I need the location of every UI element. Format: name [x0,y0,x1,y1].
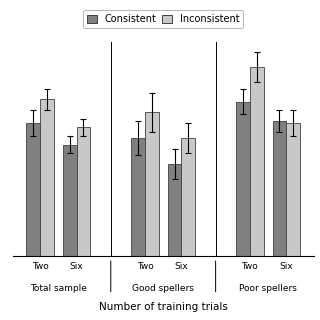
Bar [273,121,286,256]
Bar [236,102,250,256]
Bar [76,127,90,256]
Bar [63,145,76,256]
Bar [27,123,40,256]
Bar [145,112,159,256]
Text: Poor spellers: Poor spellers [239,284,297,293]
Text: Good spellers: Good spellers [132,284,194,293]
Legend: Consistent, Inconsistent: Consistent, Inconsistent [83,10,243,28]
Bar [250,67,264,256]
Bar [131,138,145,256]
Text: Total sample: Total sample [30,284,87,293]
Bar [40,100,54,256]
X-axis label: Number of training trials: Number of training trials [99,302,228,312]
Bar [286,123,300,256]
Bar [181,138,195,256]
Bar [168,164,181,256]
